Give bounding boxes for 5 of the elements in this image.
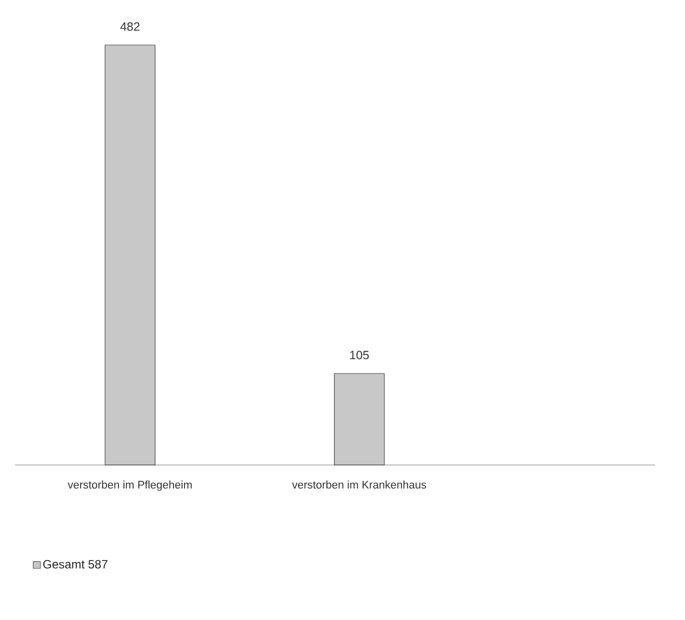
data-label: 482 — [120, 22, 140, 31]
legend-label: Gesamt 587 — [43, 560, 108, 568]
x-tick-label: verstorben im Pflegeheim — [68, 480, 192, 491]
data-label: 105 — [350, 350, 369, 360]
x-tick-label: verstorben im Krankenhaus — [292, 480, 426, 489]
